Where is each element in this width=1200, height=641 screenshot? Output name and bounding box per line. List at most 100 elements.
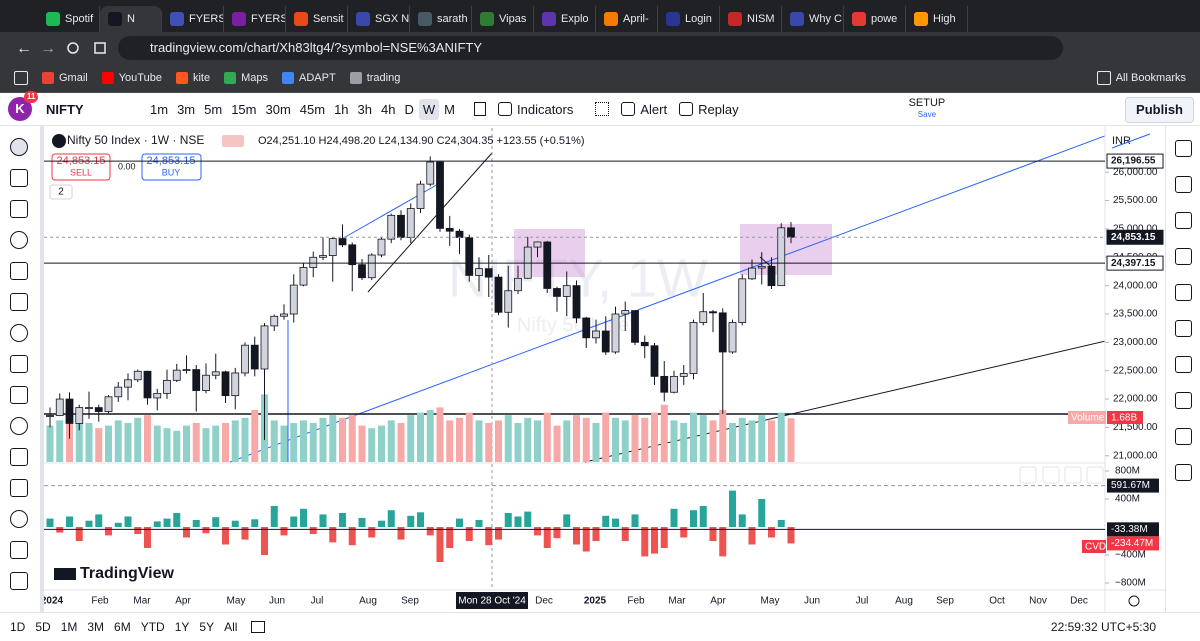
bookmark[interactable]: kite (175, 72, 210, 84)
tool-button[interactable] (10, 169, 28, 187)
tool-button[interactable] (10, 448, 28, 466)
bookmark[interactable]: ADAPT (282, 72, 336, 84)
bookmark[interactable]: YouTube (101, 72, 162, 84)
cvd-bar (222, 527, 229, 545)
interval[interactable]: 3m (177, 101, 196, 117)
range-button[interactable]: YTD (140, 620, 165, 634)
tool-button[interactable] (10, 417, 28, 435)
tab[interactable]: NISM (720, 6, 782, 32)
symbol-search[interactable]: NIFTY (46, 101, 84, 117)
all-bookmarks[interactable]: All Bookmarks (1096, 71, 1186, 85)
tool-button[interactable] (10, 386, 28, 404)
interval[interactable]: 4h (381, 101, 396, 117)
interval[interactable]: 1h (334, 101, 349, 117)
tab[interactable]: FYERS (162, 6, 224, 32)
tab[interactable]: FYERS (224, 6, 286, 32)
tool-button[interactable] (10, 293, 28, 311)
avatar[interactable]: K 11 (8, 91, 39, 121)
y-tick-label: 23,000.00 (1113, 337, 1158, 348)
indicators-button[interactable]: Indicators (498, 102, 573, 117)
bookmark[interactable]: Maps (224, 72, 268, 84)
interval[interactable]: 5m (204, 101, 223, 117)
panel-button[interactable] (1175, 428, 1192, 445)
panel-button[interactable] (1175, 356, 1192, 373)
tab[interactable]: Explo (534, 6, 596, 32)
interval[interactable]: 1m (150, 101, 169, 117)
date-range-icon[interactable] (251, 621, 266, 633)
interval[interactable]: 45m (299, 101, 326, 117)
interval[interactable]: M (444, 101, 455, 117)
pane-button[interactable] (1019, 466, 1037, 484)
cvd-bar (485, 527, 493, 546)
pane-button[interactable] (1064, 466, 1082, 484)
panel-button[interactable] (1175, 284, 1192, 301)
settings-icon[interactable] (1128, 595, 1140, 607)
panel-button[interactable] (1175, 248, 1192, 265)
tool-button[interactable] (10, 355, 28, 373)
x-tick-label: Dec (1070, 596, 1088, 607)
indicator-toggle[interactable] (49, 184, 73, 200)
tab[interactable]: SGX N (348, 6, 410, 32)
templates-icon[interactable] (595, 102, 610, 116)
bookmark[interactable]: Gmail (42, 72, 88, 84)
bookmark[interactable]: trading (349, 72, 400, 84)
pane-button[interactable] (1042, 466, 1060, 484)
tab[interactable]: Spotif (38, 6, 100, 32)
candle-body (397, 214, 405, 238)
panel-button[interactable] (1175, 212, 1192, 229)
range-button[interactable]: 1M (60, 620, 78, 634)
tool-button[interactable] (10, 324, 28, 342)
candle-body (143, 370, 152, 399)
tab[interactable]: powe (844, 6, 906, 32)
interval[interactable]: 30m (265, 101, 291, 117)
apps-icon[interactable] (14, 71, 28, 85)
replay-button[interactable]: Replay (679, 102, 739, 117)
panel-button[interactable] (1175, 464, 1192, 481)
tool-button[interactable] (10, 231, 28, 249)
range-button[interactable]: 1D (10, 620, 26, 634)
tab[interactable]: Vipas (472, 6, 534, 32)
tab[interactable]: Sensit (286, 6, 348, 32)
layout-setup[interactable]: SETUP Save (909, 98, 946, 120)
range-button[interactable]: 5D (35, 620, 51, 634)
tab[interactable]: N (100, 6, 162, 32)
tool-button[interactable] (10, 479, 28, 497)
tab[interactable]: sarath (410, 6, 472, 32)
forward-icon[interactable]: → (40, 40, 56, 57)
range-button[interactable]: 6M (114, 620, 131, 634)
home-icon[interactable] (94, 42, 106, 54)
chart-type-icon[interactable] (474, 102, 486, 116)
tool-button[interactable] (10, 200, 28, 218)
candle-body (777, 227, 786, 287)
range-button[interactable]: 3M (87, 620, 105, 634)
interval[interactable]: 15m (231, 101, 257, 117)
reload-icon[interactable] (67, 42, 79, 54)
range-button[interactable]: 1Y (174, 620, 190, 634)
publish-button[interactable]: Publish (1125, 97, 1194, 123)
range-button[interactable]: 5Y (199, 620, 215, 634)
tool-button[interactable] (10, 510, 28, 528)
tab[interactable]: Login (658, 6, 720, 32)
interval[interactable]: 3h (357, 101, 373, 117)
interval[interactable]: D (404, 101, 414, 117)
panel-button[interactable] (1175, 140, 1192, 157)
tab[interactable]: Why C (782, 6, 844, 32)
tool-button[interactable] (10, 572, 28, 590)
tab[interactable]: April- (596, 6, 658, 32)
range-button[interactable]: All (224, 620, 238, 634)
tool-button[interactable] (10, 262, 28, 280)
panel-button[interactable] (1175, 392, 1192, 409)
sell-button[interactable] (51, 153, 111, 181)
url-field[interactable]: tradingview.com/chart/Xh83ltg4/?symbol=N… (118, 36, 1063, 60)
alert-button[interactable]: Alert (621, 102, 667, 117)
tool-button[interactable] (10, 138, 28, 156)
panel-button[interactable] (1175, 320, 1192, 337)
indicators-button-icon (498, 102, 512, 116)
pane-button[interactable] (1086, 466, 1104, 484)
tool-button[interactable] (10, 541, 28, 559)
panel-button[interactable] (1175, 176, 1192, 193)
buy-button[interactable] (141, 153, 202, 181)
back-icon[interactable]: ← (16, 40, 32, 57)
interval[interactable]: W (418, 98, 440, 120)
tab[interactable]: High (906, 6, 968, 32)
